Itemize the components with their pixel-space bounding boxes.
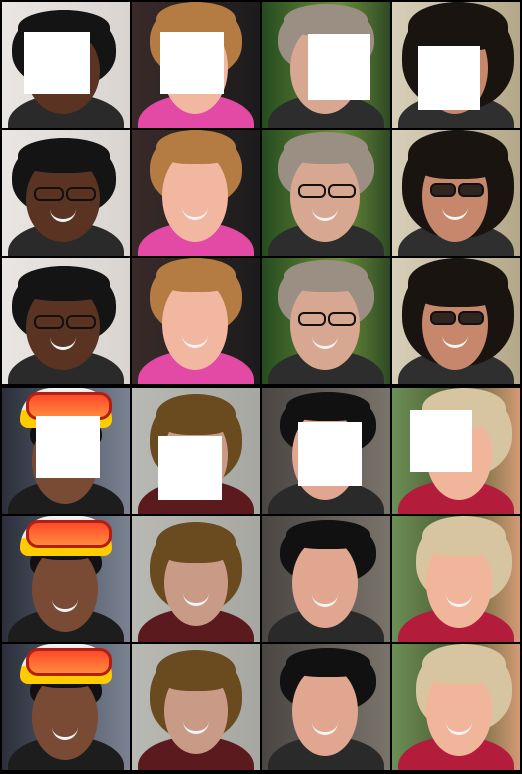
mask-occlusion: [410, 410, 472, 472]
glasses-right-lens: [66, 315, 96, 329]
face-tile: [132, 2, 260, 128]
face-tile: [132, 644, 260, 770]
smile: [50, 337, 76, 350]
smile: [182, 335, 208, 348]
hair-bangs: [284, 260, 368, 292]
smile: [442, 207, 468, 220]
glasses-right-lens: [328, 184, 356, 198]
hair-bangs: [286, 392, 370, 421]
face-tile: [132, 258, 260, 384]
face-tile: [392, 2, 520, 128]
hair-bangs: [18, 266, 110, 301]
hair-bangs: [408, 130, 508, 179]
smile: [182, 207, 208, 220]
face-tile: [2, 258, 130, 384]
face-tile: [262, 2, 390, 128]
hair-bangs: [408, 258, 508, 307]
hair-bangs: [156, 258, 236, 292]
goggles: [26, 520, 112, 548]
mask-occlusion: [36, 416, 100, 478]
smile: [446, 594, 472, 607]
face-tile: [2, 516, 130, 642]
smile: [183, 593, 209, 606]
hair-bangs: [18, 138, 110, 173]
smile: [312, 336, 338, 349]
face-tile: [132, 388, 260, 514]
hair-bangs: [156, 650, 236, 691]
mask-occlusion: [158, 436, 222, 500]
smile: [312, 594, 338, 607]
face-tile: [2, 2, 130, 128]
face-tile: [2, 644, 130, 770]
mask-occlusion: [418, 46, 480, 110]
hair-bangs: [156, 394, 236, 435]
face-tile: [262, 644, 390, 770]
face-tile: [392, 130, 520, 256]
smile: [446, 722, 472, 735]
glasses-right-lens: [66, 187, 96, 201]
face-tile: [392, 516, 520, 642]
hair-bangs: [422, 644, 506, 684]
face: [32, 546, 98, 632]
face-tile: [132, 130, 260, 256]
mask-occlusion: [298, 422, 362, 486]
smile: [52, 727, 78, 740]
hair-bangs: [408, 2, 508, 51]
face-tile: [392, 388, 520, 514]
glasses-right-lens: [458, 183, 484, 197]
smile: [442, 335, 468, 348]
hair-bangs: [284, 132, 368, 164]
smile: [50, 209, 76, 222]
face-tile: [392, 258, 520, 384]
smile: [312, 208, 338, 221]
hair-bangs: [422, 516, 506, 556]
hair-bangs: [286, 648, 370, 677]
goggles: [26, 648, 112, 676]
smile: [312, 722, 338, 735]
glasses-left-lens: [430, 183, 456, 197]
smile: [52, 599, 78, 612]
hair-bangs: [156, 522, 236, 563]
mask-occlusion: [308, 34, 370, 100]
glasses-left-lens: [34, 187, 64, 201]
face-tile: [262, 130, 390, 256]
face: [162, 150, 228, 242]
face: [292, 666, 358, 756]
face-tile: [262, 258, 390, 384]
face: [292, 538, 358, 628]
face-tile: [262, 388, 390, 514]
face: [32, 674, 98, 760]
face: [162, 278, 228, 370]
hair-bangs: [156, 2, 236, 36]
glasses-left-lens: [298, 184, 326, 198]
glasses-right-lens: [458, 311, 484, 325]
face-tile: [262, 516, 390, 642]
glasses-right-lens: [328, 312, 356, 326]
hair-bangs: [284, 4, 368, 36]
face-tile: [2, 388, 130, 514]
face-tile: [392, 644, 520, 770]
hair-bangs: [156, 130, 236, 164]
glasses-left-lens: [298, 312, 326, 326]
hair-bangs: [286, 520, 370, 549]
mask-occlusion: [24, 32, 90, 94]
smile: [183, 721, 209, 734]
glasses-left-lens: [430, 311, 456, 325]
mask-occlusion: [160, 32, 224, 94]
glasses-left-lens: [34, 315, 64, 329]
face-tile: [2, 130, 130, 256]
face-tile: [132, 516, 260, 642]
